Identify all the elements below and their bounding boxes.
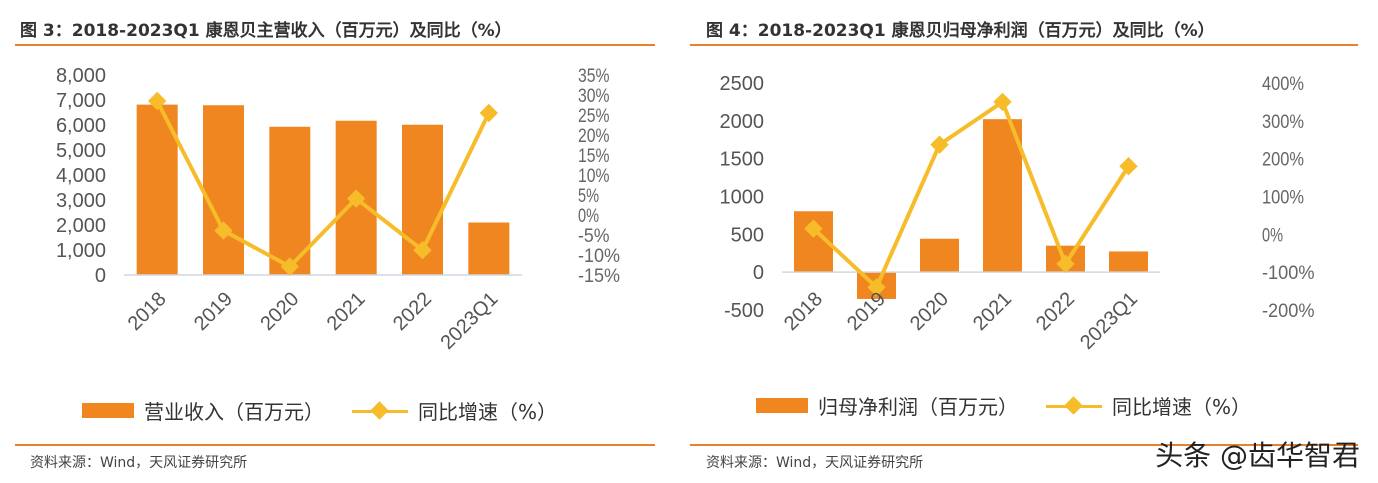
right-axis-tick-label: -15% xyxy=(578,266,620,287)
chart-2-bottom-rule xyxy=(690,444,1358,446)
left-axis-tick-label: -500 xyxy=(724,300,764,322)
x-axis-tick-label: 2021 xyxy=(969,288,1016,335)
right-axis-tick-label: -200% xyxy=(1262,301,1315,322)
right-axis-tick-label: -100% xyxy=(1262,263,1315,284)
right-axis-tick-label: 100% xyxy=(1262,188,1304,209)
growth-point-2023Q1 xyxy=(1119,157,1138,176)
chart-2-legend: 归母净利润（百万元） 同比增速（%） xyxy=(756,391,1251,420)
growth-point-2022 xyxy=(1056,254,1075,274)
growth-point-2021 xyxy=(346,189,366,208)
left-axis-tick-label: 500 xyxy=(731,224,764,246)
left-axis-tick-label: 1,000 xyxy=(56,240,106,262)
growth-point-2020 xyxy=(280,257,300,276)
bar-2023Q1 xyxy=(1109,251,1148,273)
right-axis-tick-label: 0% xyxy=(1262,225,1283,246)
chart-1-legend: 营业收入（百万元） 同比增速（%） xyxy=(82,396,557,425)
left-axis-tick-label: 0 xyxy=(95,265,106,287)
growth-point-2018 xyxy=(804,219,823,238)
left-axis-tick-label: 5,000 xyxy=(56,140,106,162)
right-axis-tick-label: 5% xyxy=(578,186,599,207)
left-axis-tick-label: 4,000 xyxy=(56,165,106,187)
right-axis-tick-label: 400% xyxy=(1262,74,1304,95)
x-axis-tick-label: 2018 xyxy=(780,288,827,335)
growth-line xyxy=(155,100,491,269)
left-axis-tick-label: 1000 xyxy=(720,187,765,209)
x-axis-tick-label: 2023Q1 xyxy=(436,288,502,354)
left-axis-tick-label: 1500 xyxy=(720,149,765,171)
chart-1-source: 资料来源：Wind，天风证券研究所 xyxy=(30,455,248,471)
growth-point-2021 xyxy=(993,92,1012,112)
left-axis-tick-label: 3,000 xyxy=(56,190,106,212)
growth-point-2018 xyxy=(147,91,167,111)
legend-bar-label: 归母净利润（百万元） xyxy=(818,395,1018,419)
bar-2020 xyxy=(920,238,959,273)
chart-2-source: 资料来源：Wind，天风证券研究所 xyxy=(706,455,924,471)
right-axis-tick-label: 10% xyxy=(578,166,610,187)
growth-point-2023Q1 xyxy=(479,103,499,123)
legend-bar-swatch xyxy=(82,403,134,418)
bar-2018 xyxy=(136,104,178,275)
left-axis-tick-label: 2000 xyxy=(720,111,765,133)
growth-point-2019 xyxy=(214,221,233,240)
bar-2019 xyxy=(203,105,244,275)
bar-2023Q1 xyxy=(468,222,510,275)
bar-2021 xyxy=(983,119,1022,273)
right-axis-tick-label: 200% xyxy=(1262,150,1304,171)
growth-line xyxy=(812,99,1131,290)
legend-bar-swatch xyxy=(756,398,808,413)
right-axis-tick-label: 30% xyxy=(578,86,610,107)
right-axis-tick-label: 35% xyxy=(578,66,610,87)
x-axis-tick-label: 2018 xyxy=(124,288,171,335)
left-axis-tick-label: 2500 xyxy=(720,73,765,95)
right-axis-tick-label: 0% xyxy=(578,206,599,227)
x-axis-tick-label: 2023Q1 xyxy=(1076,288,1142,354)
right-axis-tick-label: -5% xyxy=(578,226,610,247)
growth-point-2019 xyxy=(867,278,886,297)
x-axis-tick-label: 2022 xyxy=(389,288,436,335)
left-axis-tick-label: 7,000 xyxy=(56,90,106,112)
chart-1-bottom-rule xyxy=(15,444,655,446)
right-axis-tick-label: -10% xyxy=(578,246,620,267)
legend-line-swatch xyxy=(1046,396,1102,416)
x-axis-tick-label: 2020 xyxy=(906,288,953,335)
legend-line-label: 同比增速（%） xyxy=(1112,395,1252,419)
right-axis-tick-label: 25% xyxy=(578,106,610,127)
growth-point-2020 xyxy=(930,135,949,154)
chart-1-title: 图 3：2018-2023Q1 康恩贝主营收入（百万元）及同比（%） xyxy=(20,21,512,41)
chart-1-title-rule xyxy=(15,44,655,46)
left-axis-tick-label: 2,000 xyxy=(56,215,106,237)
right-axis-tick-label: 20% xyxy=(578,126,610,147)
left-axis-tick-label: 6,000 xyxy=(56,115,106,137)
left-axis-tick-label: 8,000 xyxy=(56,65,106,87)
growth-point-2022 xyxy=(413,241,432,260)
legend-line-label: 同比增速（%） xyxy=(418,400,558,424)
legend-bar-label: 营业收入（百万元） xyxy=(144,400,324,424)
legend-line-swatch xyxy=(352,401,408,421)
x-axis-tick-label: 2022 xyxy=(1032,288,1079,335)
left-axis-tick-label: 0 xyxy=(753,262,764,284)
x-axis-tick-label: 2021 xyxy=(323,288,370,335)
x-axis-tick-label: 2019 xyxy=(190,288,237,335)
right-axis-tick-label: 15% xyxy=(578,146,610,167)
chart-2-title-rule xyxy=(690,44,1358,46)
watermark: 头条 @齿华智君 xyxy=(1155,439,1360,472)
x-axis-tick-label: 2020 xyxy=(256,288,303,335)
chart-2-title: 图 4：2018-2023Q1 康恩贝归母净利润（百万元）及同比（%） xyxy=(706,21,1215,41)
right-axis-tick-label: 300% xyxy=(1262,112,1304,133)
